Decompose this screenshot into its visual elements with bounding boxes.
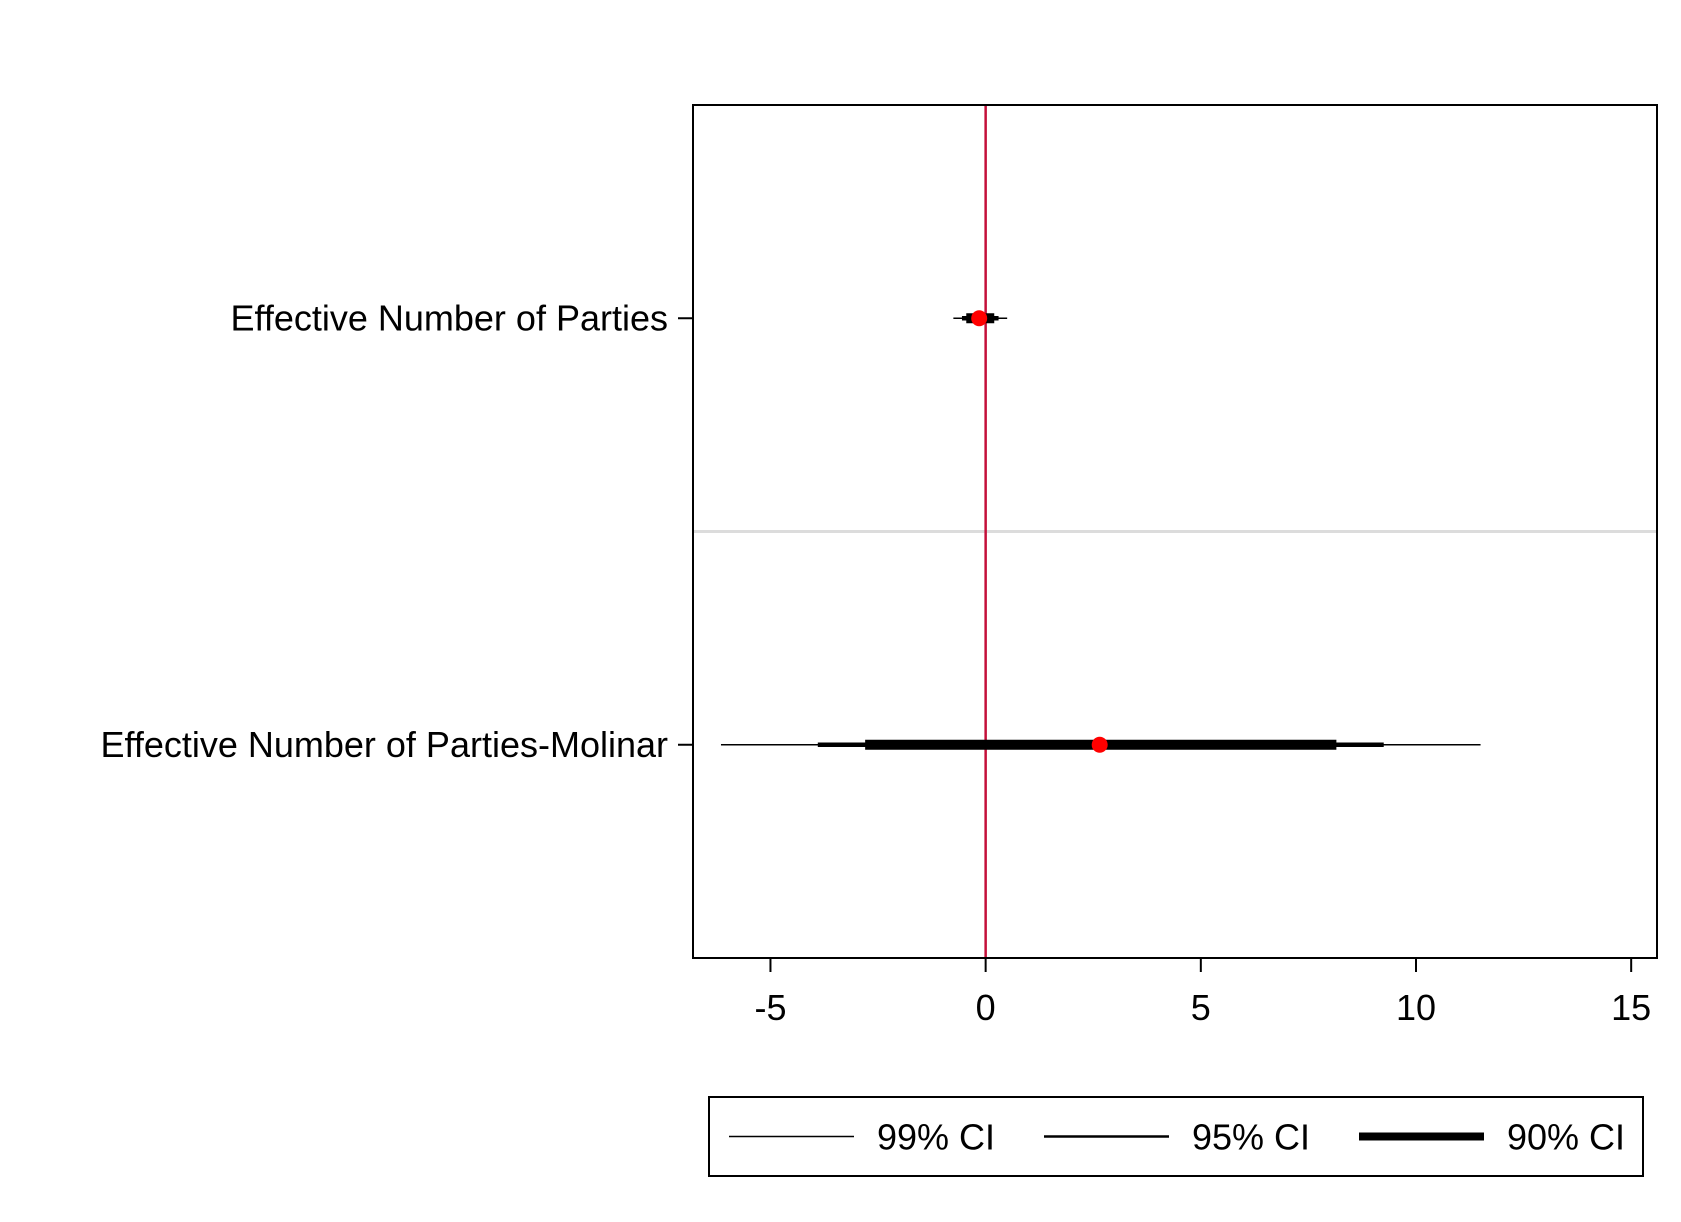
y-tick-label: Effective Number of Parties [230,297,668,338]
plot-frame [692,104,1658,959]
legend-frame [708,1096,1644,1177]
legend-label: 95% CI [1192,1117,1310,1158]
x-tick-label: -5 [754,987,786,1028]
x-tick-label: 10 [1396,987,1436,1028]
legend-label: 90% CI [1507,1117,1625,1158]
y-tick-label: Effective Number of Parties-Molinar [100,724,668,765]
point-estimate [971,310,988,327]
x-tick-label: 5 [1191,987,1211,1028]
plot-area: Effective Number of Parties Effective Num… [100,104,1658,1028]
x-tick-label: 0 [976,987,996,1028]
point-estimate [1091,736,1108,753]
legend-label: 99% CI [877,1117,995,1158]
x-tick-label: 15 [1611,987,1651,1028]
legend: 99% CI 95% CI 90% CI [708,1096,1644,1177]
